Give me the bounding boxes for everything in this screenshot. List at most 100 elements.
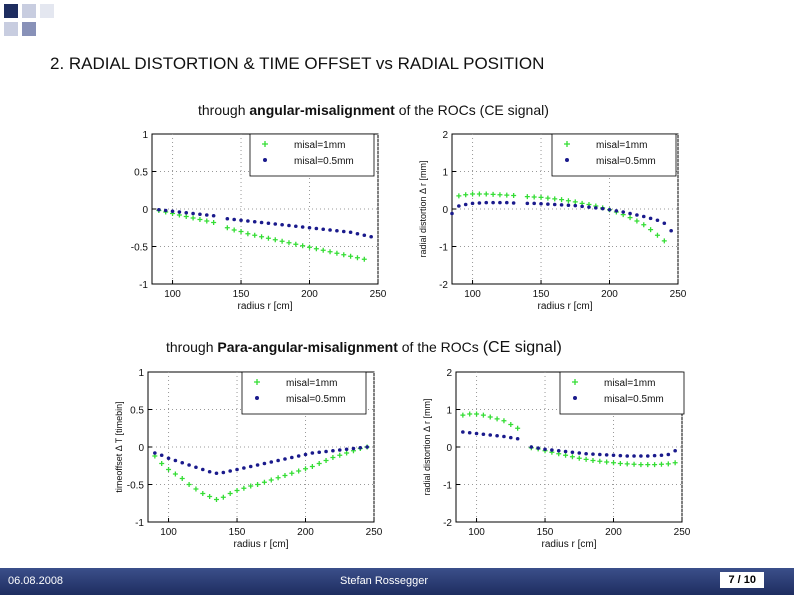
data-point-1 xyxy=(289,470,295,476)
data-point-1 xyxy=(313,246,319,252)
data-point-2 xyxy=(628,211,632,216)
legend-box xyxy=(241,371,367,415)
legend-entry: misal=1mm xyxy=(286,378,337,389)
data-point-2 xyxy=(228,469,232,473)
data-point-1 xyxy=(611,460,617,466)
data-point-2 xyxy=(252,219,257,224)
data-point-2 xyxy=(552,202,557,207)
data-point-2 xyxy=(652,453,657,458)
data-point-1 xyxy=(590,458,596,463)
legend-box xyxy=(551,133,677,177)
data-point-2 xyxy=(317,450,322,455)
legend-entry: misal=0.5mm xyxy=(286,394,346,405)
data-point-1 xyxy=(330,455,336,460)
data-point-1 xyxy=(487,414,493,420)
subtitle-angular-post: of the ROCs (CE signal) xyxy=(394,102,549,118)
data-point-1 xyxy=(515,425,521,431)
data-point-1 xyxy=(293,241,299,247)
y-axis-label: radial distortion Δ r [mm] xyxy=(422,398,432,495)
data-point-1 xyxy=(179,476,185,481)
data-point-1 xyxy=(563,452,569,458)
legend-marker xyxy=(564,141,570,147)
data-point-1 xyxy=(213,497,219,502)
data-point-1 xyxy=(545,195,551,201)
data-point-2 xyxy=(481,432,486,437)
data-point-1 xyxy=(665,461,671,467)
data-point-1 xyxy=(261,479,267,485)
data-point-2 xyxy=(477,201,482,205)
data-point-2 xyxy=(556,448,561,453)
data-point-1 xyxy=(348,253,354,259)
data-point-2 xyxy=(159,453,164,458)
data-point-2 xyxy=(328,228,332,232)
data-point-2 xyxy=(310,451,315,455)
data-point-2 xyxy=(157,207,161,212)
data-point-2 xyxy=(255,463,260,467)
data-point-2 xyxy=(525,201,530,206)
legend-box xyxy=(249,133,375,177)
data-point-1 xyxy=(227,491,233,496)
data-point-2 xyxy=(532,201,536,206)
data-point-2 xyxy=(200,467,205,472)
footer-date: 06.08.2008 xyxy=(8,575,64,587)
data-point-1 xyxy=(569,454,575,460)
y-tick-label: 0.5 xyxy=(134,168,148,179)
legend-marker xyxy=(262,141,268,147)
x-axis-label: radius r [cm] xyxy=(233,539,288,550)
data-point-1 xyxy=(658,461,664,467)
data-point-2 xyxy=(170,209,175,214)
data-point-2 xyxy=(324,449,328,454)
data-point-2 xyxy=(632,454,636,458)
data-point-1 xyxy=(248,483,254,489)
data-point-2 xyxy=(546,202,550,206)
data-point-2 xyxy=(194,465,198,470)
data-point-1 xyxy=(238,229,244,234)
x-tick-label: 250 xyxy=(670,289,687,300)
data-point-2 xyxy=(207,469,212,474)
x-tick-label: 150 xyxy=(537,527,554,538)
data-point-1 xyxy=(323,458,329,463)
data-point-2 xyxy=(511,201,516,205)
data-point-1 xyxy=(497,192,503,198)
data-point-2 xyxy=(262,461,267,466)
data-point-2 xyxy=(591,452,595,456)
data-point-2 xyxy=(344,447,349,452)
data-point-2 xyxy=(491,200,495,205)
data-point-2 xyxy=(607,207,612,212)
data-point-2 xyxy=(573,203,578,208)
slide-title: 2. RADIAL DISTORTION & TIME OFFSET vs RA… xyxy=(50,54,545,73)
data-point-2 xyxy=(341,229,346,234)
data-point-1 xyxy=(309,464,315,469)
data-point-2 xyxy=(659,453,664,458)
data-point-2 xyxy=(283,457,287,461)
y-tick-label: -2 xyxy=(439,280,448,291)
data-point-1 xyxy=(190,215,196,221)
data-point-1 xyxy=(634,218,640,224)
page-number: 7 / 10 xyxy=(720,572,764,588)
data-point-1 xyxy=(231,227,237,233)
data-point-1 xyxy=(638,462,644,468)
data-point-1 xyxy=(576,455,582,461)
y-tick-label: 1 xyxy=(142,130,148,141)
legend-marker xyxy=(565,158,569,162)
data-point-2 xyxy=(300,225,305,229)
data-point-1 xyxy=(193,486,199,492)
data-point-1 xyxy=(494,416,500,422)
data-point-1 xyxy=(597,458,603,464)
data-point-1 xyxy=(255,482,261,487)
data-point-1 xyxy=(207,494,213,499)
data-point-2 xyxy=(314,226,319,231)
chart-timeoffset-para: 1 0.5 0 -0.5 -1 100 150 200 250 radius r [cm] time… xyxy=(114,368,383,550)
y-tick-label: -0.5 xyxy=(131,243,149,254)
x-tick-label: 100 xyxy=(468,527,485,538)
legend-marker xyxy=(255,396,259,400)
data-point-2 xyxy=(294,224,298,229)
data-point-1 xyxy=(624,461,630,467)
y-tick-label: 0 xyxy=(442,205,448,216)
data-point-1 xyxy=(583,456,589,462)
legend-entry: misal=0.5mm xyxy=(596,156,656,167)
subtitle-para-bold: Para-angular-misalignment xyxy=(217,339,398,355)
data-point-2 xyxy=(335,228,339,233)
data-point-1 xyxy=(463,192,469,198)
